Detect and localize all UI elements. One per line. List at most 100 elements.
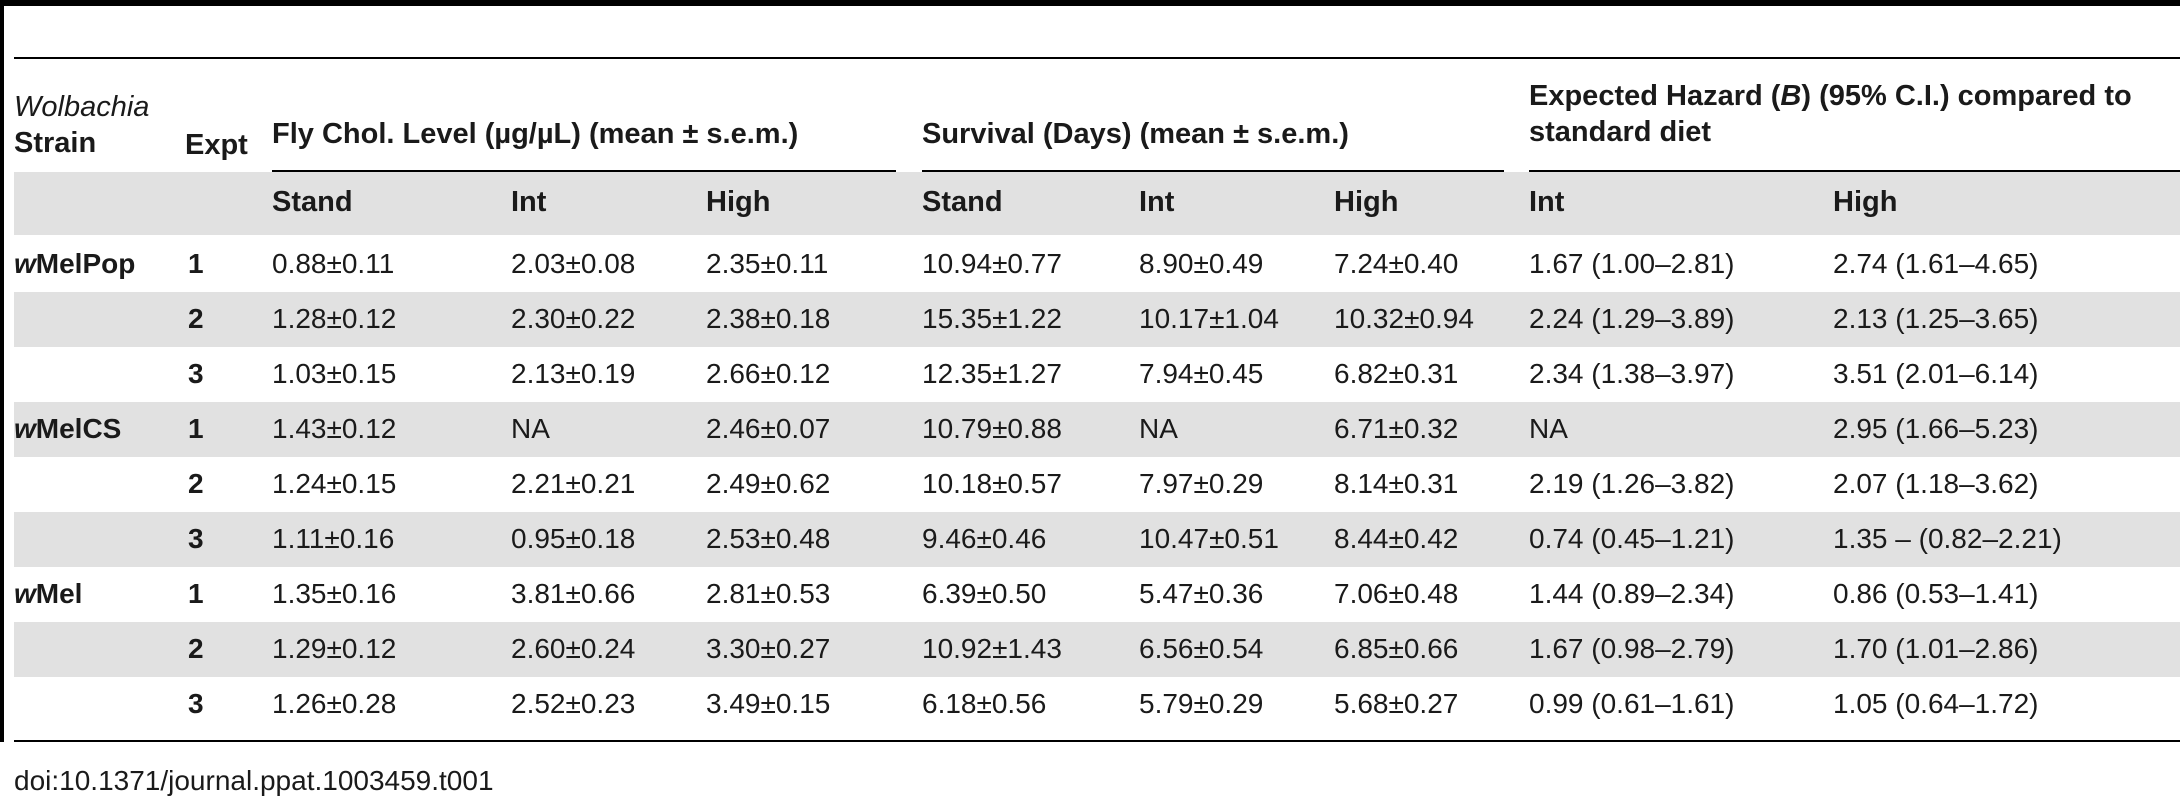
cell-chol-high: 2.49±0.62 [706, 468, 831, 499]
group-rule-hazard [1529, 170, 2180, 172]
subheader-band [14, 172, 2180, 235]
table-header-top-rule [14, 57, 2180, 59]
cell-chol-high: 3.49±0.15 [706, 688, 831, 719]
table-left-rule [0, 0, 4, 742]
cell-surv-stand: 6.18±0.56 [922, 688, 1047, 719]
cell-surv-high: 5.68±0.27 [1334, 688, 1459, 719]
cell-haz-high: 1.05 (0.64–1.72) [1833, 688, 2039, 719]
subheader-haz-high: High [1833, 186, 1898, 218]
row-expt: 3 [188, 358, 204, 389]
subheader-chol-int: Int [511, 186, 547, 218]
col-header-strain-line2: Strain [14, 127, 97, 159]
table-doi-caption: doi:10.1371/journal.ppat.1003459.t001 [14, 765, 494, 796]
row-expt: 1 [188, 413, 204, 444]
row-expt: 1 [188, 578, 204, 609]
row-strain-name: MelPop [35, 248, 136, 279]
cell-surv-int: 7.97±0.29 [1139, 468, 1264, 499]
col-header-strain: Wolbachia Strain [14, 89, 149, 161]
row-band [14, 402, 2180, 457]
cell-haz-high: 3.51 (2.01–6.14) [1833, 358, 2039, 389]
cell-surv-stand: 10.94±0.77 [922, 248, 1062, 279]
group-header-chol: Fly Chol. Level (µg/µL) (mean ± s.e.m.) [272, 118, 799, 150]
row-expt: 3 [188, 688, 204, 719]
subheader-surv-int: Int [1139, 186, 1175, 218]
cell-haz-int: 1.67 (1.00–2.81) [1529, 248, 1735, 279]
cell-haz-int: 0.99 (0.61–1.61) [1529, 688, 1735, 719]
row-expt: 2 [188, 468, 204, 499]
group-header-hazard-symbol: B [1780, 80, 1802, 112]
cell-surv-stand: 6.39±0.50 [922, 578, 1047, 609]
cell-chol-stand: 1.35±0.16 [272, 578, 397, 609]
row-expt: 2 [188, 303, 204, 334]
subheader-chol-stand: Stand [272, 186, 353, 218]
group-header-hazard-prefix: Expected Hazard ( [1529, 80, 1781, 112]
row-band [14, 292, 2180, 347]
subheader-haz-int: Int [1529, 186, 1565, 218]
group-header-hazard-line1: Expected Hazard (B) (95% C.I.) compared … [1529, 78, 2132, 114]
cell-chol-high: 2.46±0.07 [706, 413, 831, 444]
cell-chol-stand: 1.26±0.28 [272, 688, 397, 719]
cell-haz-high: 2.74 (1.61–4.65) [1833, 248, 2039, 279]
cell-surv-high: 6.85±0.66 [1334, 633, 1459, 664]
cell-chol-stand: 0.88±0.11 [272, 248, 395, 279]
row-band [14, 622, 2180, 677]
group-rule-survival [922, 170, 1504, 172]
cell-chol-high: 2.38±0.18 [706, 303, 831, 334]
row-strain-name: Mel [35, 578, 83, 609]
cell-chol-int: 0.95±0.18 [511, 523, 636, 554]
cell-surv-high: 7.24±0.40 [1334, 248, 1459, 279]
cell-surv-high: 6.71±0.32 [1334, 413, 1459, 444]
group-header-hazard: Expected Hazard (B) (95% C.I.) compared … [1529, 78, 2132, 150]
cell-surv-stand: 12.35±1.27 [922, 358, 1062, 389]
row-expt: 1 [188, 248, 204, 279]
subheader-chol-high: High [706, 186, 771, 218]
cell-surv-int: NA [1139, 413, 1178, 444]
cell-chol-stand: 1.28±0.12 [272, 303, 397, 334]
cell-haz-high: 0.86 (0.53–1.41) [1833, 578, 2039, 609]
cell-chol-int: 2.21±0.21 [511, 468, 636, 499]
cell-surv-stand: 10.18±0.57 [922, 468, 1062, 499]
row-strain-italic: w [14, 578, 36, 609]
cell-surv-stand: 15.35±1.22 [922, 303, 1062, 334]
col-header-strain-line1: Wolbachia [14, 91, 150, 123]
row-band [14, 512, 2180, 567]
cell-haz-int: NA [1529, 413, 1568, 444]
cell-chol-int: 2.13±0.19 [511, 358, 636, 389]
group-header-hazard-suffix: ) (95% C.I.) compared to [1801, 80, 2132, 112]
cell-surv-stand: 10.79±0.88 [922, 413, 1062, 444]
cell-chol-stand: 1.29±0.12 [272, 633, 397, 664]
cell-surv-int: 5.47±0.36 [1139, 578, 1264, 609]
cell-chol-high: 2.35±0.11 [706, 248, 829, 279]
cell-haz-high: 2.07 (1.18–3.62) [1833, 468, 2039, 499]
cell-surv-high: 10.32±0.94 [1334, 303, 1474, 334]
cell-chol-stand: 1.24±0.15 [272, 468, 397, 499]
table-bottom-rule [14, 740, 2180, 742]
cell-chol-int: NA [511, 413, 550, 444]
cell-surv-int: 10.17±1.04 [1139, 303, 1279, 334]
cell-surv-high: 6.82±0.31 [1334, 358, 1459, 389]
cell-chol-high: 2.66±0.12 [706, 358, 831, 389]
subheader-surv-stand: Stand [922, 186, 1003, 218]
cell-haz-high: 1.35 – (0.82–2.21) [1833, 523, 2062, 554]
cell-haz-high: 1.70 (1.01–2.86) [1833, 633, 2039, 664]
col-header-expt: Expt [185, 129, 248, 161]
row-strain-italic: w [14, 413, 36, 444]
cell-chol-int: 3.81±0.66 [511, 578, 636, 609]
cell-surv-high: 7.06±0.48 [1334, 578, 1459, 609]
cell-surv-stand: 9.46±0.46 [922, 523, 1047, 554]
cell-haz-int: 2.24 (1.29–3.89) [1529, 303, 1735, 334]
cell-surv-int: 8.90±0.49 [1139, 248, 1264, 279]
cell-chol-int: 2.03±0.08 [511, 248, 636, 279]
row-expt: 3 [188, 523, 204, 554]
cell-surv-high: 8.44±0.42 [1334, 523, 1459, 554]
row-strain-name: MelCS [35, 413, 122, 444]
row-expt: 2 [188, 633, 204, 664]
subheader-surv-high: High [1334, 186, 1399, 218]
cell-chol-high: 2.81±0.53 [706, 578, 831, 609]
group-header-survival: Survival (Days) (mean ± s.e.m.) [922, 118, 1349, 150]
cell-chol-int: 2.52±0.23 [511, 688, 636, 719]
cell-haz-int: 1.67 (0.98–2.79) [1529, 633, 1735, 664]
cell-surv-high: 8.14±0.31 [1334, 468, 1459, 499]
row-strain: wMel [14, 577, 82, 611]
cell-surv-int: 6.56±0.54 [1139, 633, 1264, 664]
